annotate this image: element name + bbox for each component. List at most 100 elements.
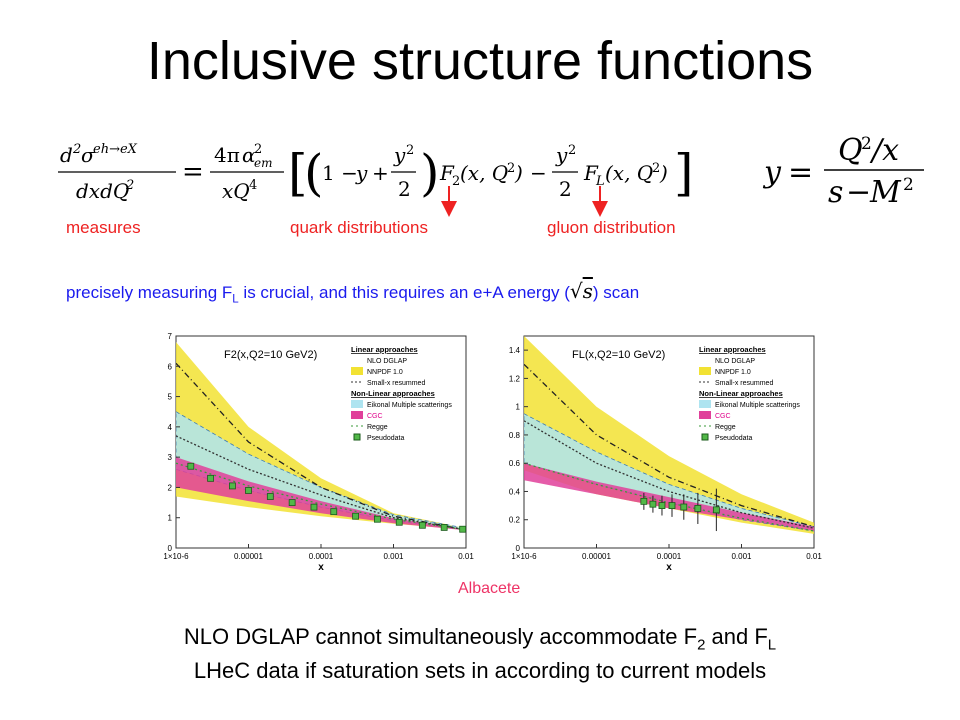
y-tick-label: 1.2 [509, 374, 521, 383]
quark-distributions-label: quark distributions [290, 218, 428, 237]
pseudodata-point [712, 506, 720, 514]
svg-text:σ: σ [81, 143, 96, 167]
x-tick-label: 0.00001 [582, 552, 611, 561]
y-tick-label: 1 [516, 403, 521, 412]
svg-text:2: 2 [568, 143, 576, 158]
x-tick-label: 0.01 [458, 552, 474, 561]
y-tick-label: 0.2 [509, 516, 521, 525]
pseudodata-point [440, 524, 448, 531]
svg-text:]: ] [674, 144, 694, 202]
svg-text:2: 2 [559, 177, 572, 201]
svg-text:L: L [595, 174, 605, 189]
pseudodata-point [310, 503, 318, 511]
svg-text:−: − [846, 175, 871, 209]
x-tick-label: 0.0001 [309, 552, 334, 561]
svg-text:2: 2 [903, 175, 914, 195]
x-tick-label: 1×10-6 [163, 552, 189, 561]
legend-swatch [699, 367, 711, 375]
svg-text:eh→eX: eh→eX [93, 142, 138, 157]
series-small-x-resummed [524, 420, 814, 529]
y-tick-label: 0.4 [509, 487, 521, 496]
pseudodata-point [640, 497, 648, 505]
legend-swatch [351, 411, 363, 419]
annotation-arrows [441, 186, 608, 217]
legend-label: NLO DGLAP [715, 358, 755, 365]
legend-heading: Linear approaches [351, 345, 418, 354]
band-cgc [176, 457, 466, 531]
y-tick-label: 4 [168, 423, 173, 432]
conclusion-line-1: NLO DGLAP cannot simultaneously accommod… [183, 624, 777, 654]
legend-label: Pseudodata [367, 435, 404, 442]
svg-text:2: 2 [72, 142, 81, 157]
legend-label: Eikonal Multiple scatterings [715, 402, 800, 409]
svg-text:2: 2 [398, 177, 411, 201]
pseudodata-point [187, 462, 195, 470]
y-tick-label: 0 [516, 544, 521, 553]
page-title: Inclusive structure functions [146, 31, 814, 91]
pseudodata-point [245, 487, 252, 494]
band-cgc [524, 463, 814, 531]
svg-text:em: em [254, 156, 272, 170]
pseudodata-point [680, 503, 688, 511]
fl-plot: 0 0.2 0.4 0.6 0.8 1 1.2 1.4 1×10-6 0.00001 0.0001 0… [509, 335, 822, 573]
pseudodata-point [459, 525, 466, 533]
svg-text:y: y [555, 143, 568, 167]
series-regge [176, 462, 466, 531]
y-tick-label: 1 [168, 514, 173, 523]
legend-swatch [699, 411, 711, 419]
y-tick-label: 2 [168, 483, 173, 492]
x-axis-label: x [666, 562, 672, 573]
pseudodata-point [374, 515, 381, 523]
legend-label: NLO DGLAP [367, 358, 407, 365]
y-tick-label: 3 [168, 453, 173, 462]
legend-label: Small-x resummed [715, 380, 773, 387]
svg-text:α: α [242, 143, 256, 167]
svg-text:1 −: 1 − [322, 161, 358, 185]
pseudodata-point [658, 502, 666, 510]
pseudodata-point [207, 474, 214, 482]
legend-heading: Non-Linear approaches [699, 389, 783, 398]
svg-text:): ) [514, 161, 523, 185]
pseudodata-point [229, 482, 236, 490]
pseudodata-point [330, 508, 338, 516]
pseudodata-point [694, 505, 702, 512]
svg-text:2: 2 [507, 161, 515, 176]
legend-label: Regge [367, 424, 388, 431]
svg-text:d: d [60, 143, 73, 167]
legend-label: Pseudodata [715, 435, 752, 442]
svg-text:(x, Q: (x, Q [605, 161, 653, 185]
legend-heading: Linear approaches [699, 345, 766, 354]
svg-text:y: y [762, 155, 782, 190]
svg-text:y: y [393, 143, 406, 167]
y-tick-label: 1.4 [509, 346, 521, 355]
svg-text:/x: /x [869, 134, 899, 168]
y-tick-label: 6 [168, 362, 173, 371]
svg-text:F: F [439, 161, 455, 185]
conclusion-line-2: LHeC data if saturation sets in accordin… [193, 658, 767, 683]
measures-label: measures [66, 218, 141, 237]
svg-text:2: 2 [861, 134, 872, 154]
svg-text:F: F [583, 161, 599, 185]
legend-heading: Non-Linear approaches [351, 389, 435, 398]
pseudodata-point [668, 502, 676, 510]
pseudodata-point [649, 500, 657, 508]
pseudodata-point [395, 518, 403, 526]
svg-text:dxdQ: dxdQ [76, 179, 129, 203]
svg-text:(: ( [304, 144, 324, 202]
pseudodata-point [352, 512, 359, 520]
band-eikonal-multiple-scatterings [524, 413, 814, 532]
svg-text:=: = [788, 155, 813, 190]
legend-label: NNPDF 1.0 [715, 369, 751, 376]
chart-title: FL(x,Q2=10 GeV2) [572, 349, 665, 361]
pseudodata-point [266, 493, 274, 500]
legend-swatch [701, 433, 709, 441]
svg-text:y: y [355, 161, 368, 185]
f2-plot: 0 1 2 3 4 5 6 7 1×10-6 0.00001 0.0001 0.001 0.01 x F2(… [163, 332, 474, 573]
series-nlo-dglap [524, 363, 814, 528]
svg-text:2: 2 [652, 161, 660, 176]
svg-text:4: 4 [249, 178, 257, 193]
credit-label: Albacete [458, 580, 521, 597]
x-tick-label: 0.001 [731, 552, 752, 561]
